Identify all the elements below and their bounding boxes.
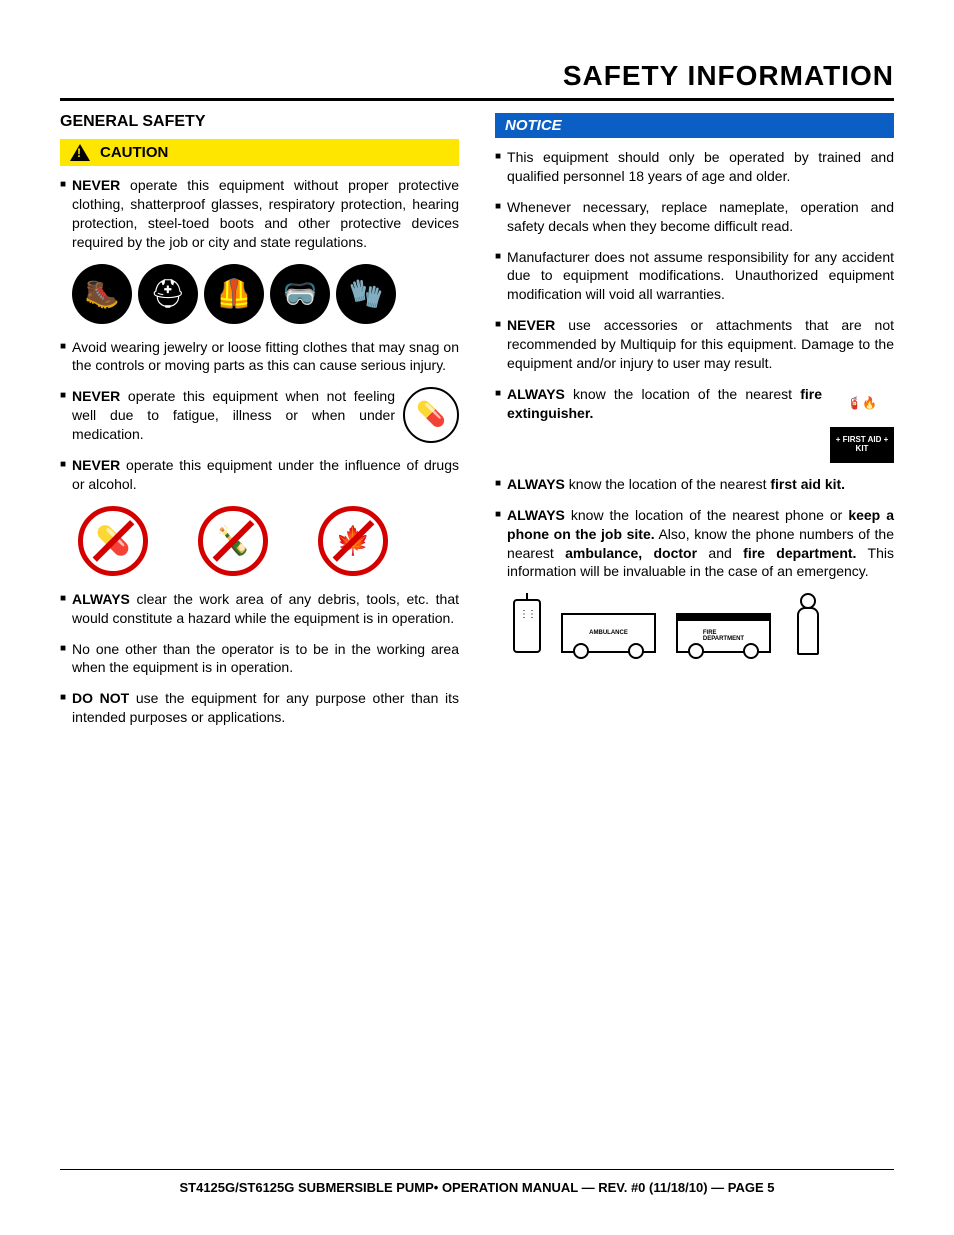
notice-banner: NOTICE bbox=[495, 113, 894, 138]
left-column: GENERAL SAFETY CAUTION NEVER operate thi… bbox=[60, 113, 459, 739]
caution-banner: CAUTION bbox=[60, 139, 459, 166]
right-column: NOTICE This equipment should only be ope… bbox=[495, 113, 894, 739]
list-item: Avoid wearing jewelry or loose fitting c… bbox=[60, 338, 459, 376]
ppe-icons-row: 🥾⛑🦺🥽🧤 bbox=[72, 264, 459, 324]
gloves-icon: 🧤 bbox=[336, 264, 396, 324]
list-item: This equipment should only be operated b… bbox=[495, 148, 894, 186]
list-item: ALWAYS know the location of the nearest … bbox=[495, 506, 894, 582]
first-aid-kit-icon: + FIRST AID + KIT bbox=[830, 427, 894, 463]
phone-icon bbox=[513, 599, 541, 653]
notice-list: This equipment should only be operated b… bbox=[495, 148, 894, 653]
list-item: NEVER operate this equipment under the i… bbox=[60, 456, 459, 494]
fire-extinguisher-icon: 🧯🔥 bbox=[830, 385, 894, 421]
safety-icons-group: 🧯🔥 + FIRST AID + KIT bbox=[830, 385, 894, 463]
medication-icon: 💊 bbox=[403, 387, 459, 443]
list-item: 🧯🔥+ FIRST AID + KITALWAYS know the locat… bbox=[495, 385, 894, 463]
list-item: 💊NEVER operate this equipment when not f… bbox=[60, 387, 459, 444]
list-item: ALWAYS know the location of the nearest … bbox=[495, 475, 894, 494]
boot-icon: 🥾 bbox=[72, 264, 132, 324]
ambulance-icon: AMBULANCE bbox=[561, 613, 656, 653]
page-title: SAFETY INFORMATION bbox=[60, 60, 894, 101]
goggles-icon: 🥽 bbox=[270, 264, 330, 324]
prohibit-icons-row: 💊 🍾 🍁 bbox=[78, 506, 459, 576]
list-item: Whenever necessary, replace nameplate, o… bbox=[495, 198, 894, 236]
no-pills-icon: 💊 bbox=[78, 506, 148, 576]
list-item: NEVER operate this equipment without pro… bbox=[60, 176, 459, 252]
coveralls-icon: 🦺 bbox=[204, 264, 264, 324]
list-item: No one other than the operator is to be … bbox=[60, 640, 459, 678]
list-item: DO NOT use the equipment for any purpose… bbox=[60, 689, 459, 727]
hardhat-icon: ⛑ bbox=[138, 264, 198, 324]
content-columns: GENERAL SAFETY CAUTION NEVER operate thi… bbox=[60, 113, 894, 739]
no-bottle-icon: 🍾 bbox=[198, 506, 268, 576]
caution-list: NEVER operate this equipment without pro… bbox=[60, 176, 459, 727]
emergency-icons-row: AMBULANCE FIRE DEPARTMENT bbox=[513, 593, 894, 653]
no-leaf-icon: 🍁 bbox=[318, 506, 388, 576]
list-item: ALWAYS clear the work area of any debris… bbox=[60, 590, 459, 628]
list-item: Manufacturer does not assume responsibil… bbox=[495, 248, 894, 305]
person-icon bbox=[791, 593, 821, 653]
list-item: NEVER use accessories or attachments tha… bbox=[495, 316, 894, 373]
fire-truck-icon: FIRE DEPARTMENT bbox=[676, 613, 771, 653]
caution-label: CAUTION bbox=[100, 144, 168, 161]
alert-triangle-icon bbox=[70, 144, 90, 161]
general-safety-heading: GENERAL SAFETY bbox=[60, 113, 459, 131]
page-footer: ST4125G/ST6125G SUBMERSIBLE PUMP• OPERAT… bbox=[60, 1169, 894, 1195]
